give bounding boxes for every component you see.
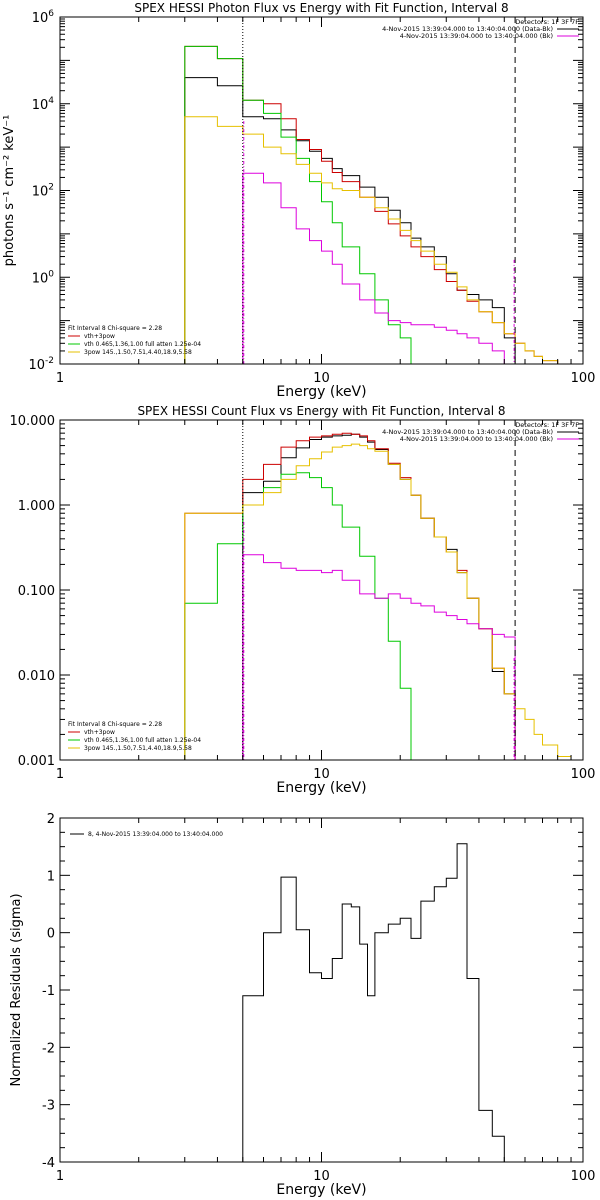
x-tick-label: 10 — [313, 767, 330, 782]
series-line-0 — [242, 433, 516, 760]
y-tick-mantissa: 10 — [32, 11, 49, 26]
x-tick-label: 1 — [56, 767, 64, 782]
legend-entry: 3pow 145.,1.50,7.51,4.40,18.9,5.58 — [84, 349, 192, 356]
legend-entry: vth 0.465,1.36,1.00 full atten 1.25e-04 — [84, 737, 201, 744]
series-line-2 — [184, 45, 422, 364]
x-axis-label: Energy (keV) — [276, 384, 366, 400]
y-tick-label: 104 — [32, 96, 55, 113]
y-tick-label: 0.100 — [18, 584, 55, 599]
y-axis-label: Normalized Residuals (sigma) — [9, 893, 24, 1086]
y-tick-label: 100 — [32, 269, 55, 286]
x-tick-label: 1 — [56, 1169, 64, 1184]
series-line-0 — [242, 843, 505, 1162]
bk-interval-label: 4-Nov-2015 13:39:04.000 to 13:40:04.000 … — [400, 32, 553, 40]
y-tick-mantissa: 10 — [32, 185, 49, 200]
y-tick-exponent: 0 — [48, 269, 54, 279]
series-line-2 — [184, 472, 422, 760]
legend-heading: Fit Interval 8 Chi-square = 2.28 — [68, 721, 162, 728]
plot-frame — [59, 817, 584, 1163]
series-group — [242, 843, 505, 1162]
y-tick-exponent: -2 — [45, 356, 54, 366]
detectors-label: Detectors: 1F 3F 7F — [515, 421, 579, 429]
legend-entry: 3pow 145.,1.50,7.51,4.40,18.9,5.58 — [84, 745, 192, 752]
y-tick-label: -1 — [42, 984, 55, 999]
plot-frame — [59, 419, 584, 761]
data-interval-label: 4-Nov-2015 13:39:04.000 to 13:40:04.000 … — [382, 25, 553, 33]
series-line-1 — [184, 45, 559, 364]
y-tick-label: 10-2 — [28, 356, 54, 373]
x-tick-label: 10 — [313, 371, 330, 386]
y-tick-label: -2 — [42, 1041, 55, 1056]
x-tick-label: 100 — [571, 371, 596, 386]
legend-heading: Fit Interval 8 Chi-square = 2.28 — [68, 325, 162, 332]
y-tick-exponent: 2 — [48, 183, 54, 193]
detectors-label: Detectors: 1F 3F 7F — [515, 18, 579, 26]
y-tick-label: 1 — [47, 869, 55, 884]
data-interval-label: 4-Nov-2015 13:39:04.000 to 13:40:04.000 … — [382, 428, 553, 436]
y-tick-label: 102 — [32, 183, 54, 200]
y-axis-label: photons s⁻¹ cm⁻² keV⁻¹ — [2, 115, 17, 267]
y-tick-exponent: 4 — [48, 96, 54, 106]
y-tick-label: 0 — [47, 927, 55, 942]
x-tick-label: 10 — [313, 1169, 330, 1184]
y-tick-label: 1.000 — [18, 499, 55, 514]
y-tick-label: 2 — [47, 812, 55, 827]
series-group — [184, 45, 559, 364]
y-tick-exponent: 6 — [48, 9, 54, 19]
series-line-1 — [184, 432, 516, 760]
x-tick-label: 100 — [571, 1169, 596, 1184]
chart-title: SPEX HESSI Count Flux vs Energy with Fit… — [137, 404, 505, 418]
series-line-4 — [242, 172, 516, 364]
y-tick-mantissa: 10 — [32, 271, 49, 286]
legend-entry: vth+3pow — [84, 333, 115, 340]
panel-1: SPEX HESSI Photon Flux vs Energy with Fi… — [2, 1, 596, 400]
series-group — [184, 432, 572, 760]
y-tick-label: -4 — [42, 1156, 55, 1171]
legend-entry: vth+3pow — [84, 729, 115, 736]
y-tick-label: 10.000 — [10, 414, 56, 429]
y-tick-mantissa: 10 — [28, 358, 45, 373]
panel-2: SPEX HESSI Count Flux vs Energy with Fit… — [10, 404, 596, 796]
bk-interval-label: 4-Nov-2015 13:39:04.000 to 13:40:04.000 … — [400, 435, 553, 443]
chart-title: SPEX HESSI Photon Flux vs Energy with Fi… — [134, 1, 508, 15]
x-tick-label: 1 — [56, 371, 64, 386]
x-tick-label: 100 — [571, 767, 596, 782]
y-tick-mantissa: 10 — [32, 98, 49, 113]
y-tick-label: 0.001 — [18, 754, 55, 769]
series-line-4 — [242, 554, 516, 760]
legend-entry: 8, 4-Nov-2015 13:39:04.000 to 13:40:04.0… — [88, 831, 223, 838]
series-line-3 — [184, 116, 559, 364]
y-tick-label: 106 — [32, 9, 55, 26]
y-tick-label: -3 — [42, 1099, 55, 1114]
legend-entry: vth 0.465,1.36,1.00 full atten 1.25e-04 — [84, 341, 201, 348]
y-tick-label: 0.010 — [18, 669, 55, 684]
series-line-0 — [184, 77, 516, 364]
x-axis-label: Energy (keV) — [276, 1182, 366, 1198]
x-axis-label: Energy (keV) — [276, 780, 366, 796]
